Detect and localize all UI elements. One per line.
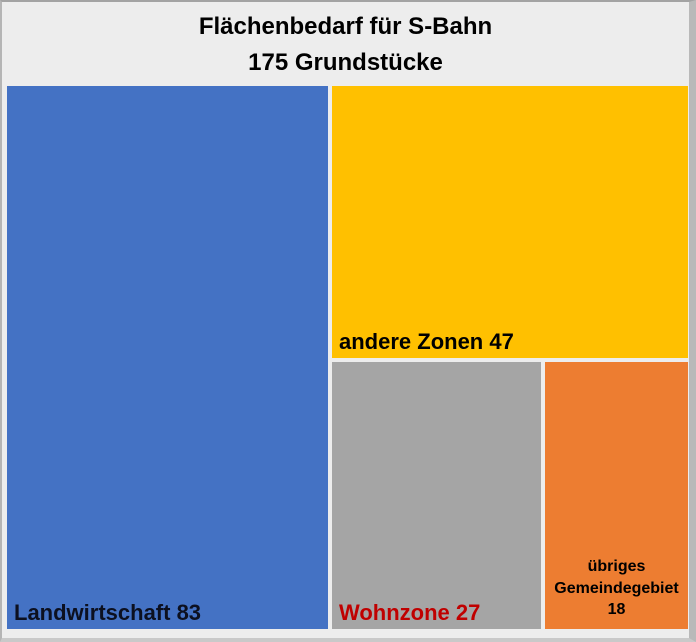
- treemap-tile-landwirtschaft: Landwirtschaft 83: [7, 86, 328, 629]
- tile-label-andere-zonen: andere Zonen 47: [339, 329, 514, 354]
- tile-label-uebriges-gemeindegebiet: übriges Gemeindegebiet 18: [554, 558, 679, 619]
- tile-label-wohnzone: Wohnzone 27: [339, 600, 481, 625]
- chart-title-line2: 175 Grundstücke: [248, 49, 443, 76]
- treemap-tile-andere-zonen: andere Zonen 47: [332, 86, 688, 358]
- treemap: Landwirtschaft 83 andere Zonen 47 Wohnzo…: [7, 86, 688, 629]
- chart-title-line1: Flächenbedarf für S-Bahn: [198, 13, 493, 40]
- tile-label-landwirtschaft: Landwirtschaft 83: [14, 600, 202, 625]
- chart-title: Flächenbedarf für S-Bahn 175 Grundstücke: [2, 2, 689, 81]
- treemap-tile-wohnzone: Wohnzone 27: [332, 362, 541, 629]
- treemap-tile-uebriges-gemeindegebiet: übriges Gemeindegebiet 18: [545, 362, 688, 629]
